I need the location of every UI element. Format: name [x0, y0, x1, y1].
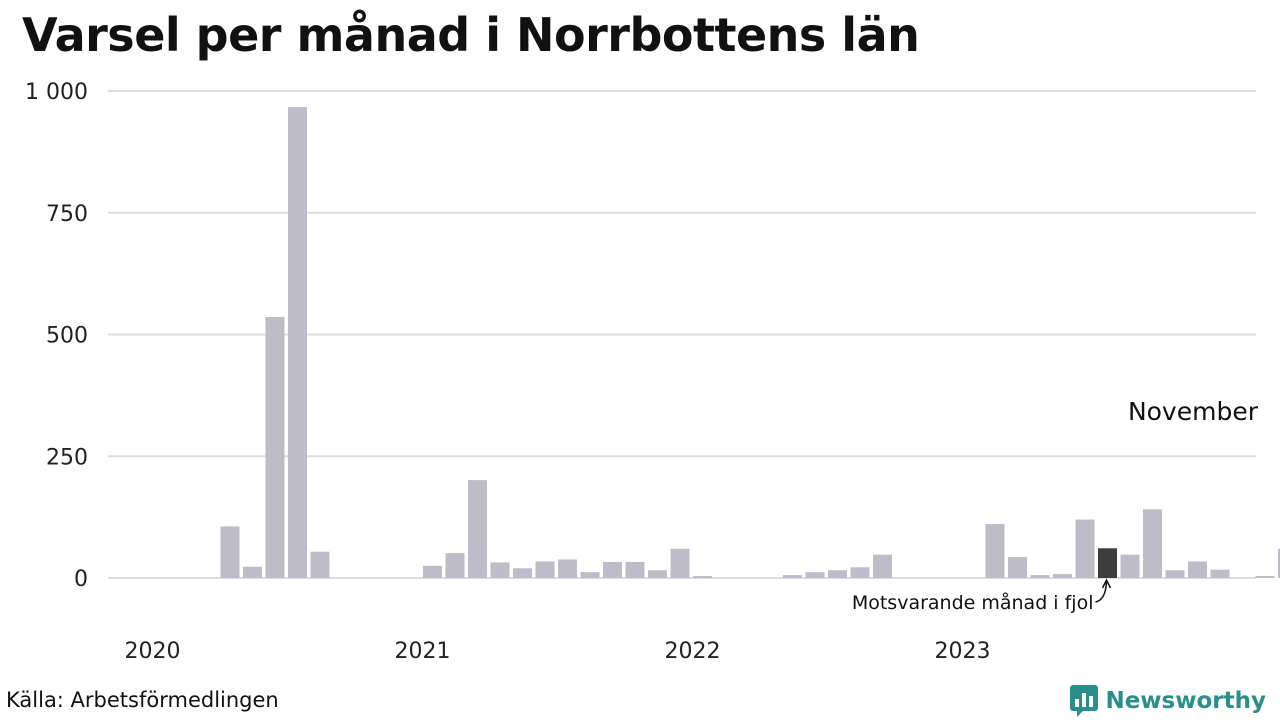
- brand-logo[interactable]: Newsworthy: [1069, 684, 1266, 718]
- bar: [1278, 548, 1280, 578]
- bar: [1165, 570, 1185, 578]
- annotation-arrowhead: [1101, 578, 1112, 589]
- current-month-label: November: [1128, 397, 1259, 426]
- chart-title: Varsel per månad i Norrbottens län: [22, 8, 920, 62]
- previous-year-label: Motsvarande månad i fjol: [852, 591, 1094, 614]
- x-tick-label: 2022: [665, 639, 721, 664]
- bar: [1053, 574, 1072, 578]
- bar: [1255, 576, 1275, 578]
- bar: [828, 570, 847, 578]
- y-tick-label: 250: [46, 445, 88, 470]
- bar: [513, 568, 532, 578]
- x-tick-label: 2020: [125, 639, 181, 664]
- bar: [873, 554, 892, 578]
- bar: [985, 523, 1005, 578]
- bar: [1143, 509, 1162, 578]
- bar: [648, 570, 667, 578]
- bar: [580, 572, 600, 578]
- bar: [783, 575, 802, 578]
- bar: [288, 107, 307, 579]
- bar: [1188, 561, 1207, 578]
- bar: [243, 566, 262, 578]
- bar: [603, 561, 622, 578]
- x-tick-label: 2021: [395, 639, 451, 664]
- y-tick-label: 500: [46, 324, 88, 349]
- source-note: Källa: Arbetsförmedlingen: [6, 688, 279, 712]
- bar: [1075, 519, 1095, 578]
- annotation-arrow: [1095, 581, 1108, 603]
- bar: [1008, 557, 1027, 578]
- bar: [1098, 548, 1117, 578]
- bar: [490, 562, 510, 578]
- y-tick-label: 750: [46, 202, 88, 227]
- newsworthy-logo-icon: [1070, 685, 1099, 717]
- x-tick-label: 2023: [935, 639, 991, 664]
- bar: [220, 526, 240, 578]
- bar: [1120, 554, 1140, 578]
- bar: [265, 316, 285, 578]
- bar: [670, 548, 690, 578]
- bar: [625, 561, 645, 578]
- bar: [423, 565, 442, 578]
- bar: [558, 559, 577, 578]
- bar: [445, 553, 465, 578]
- bar: [850, 567, 870, 578]
- bar: [1210, 569, 1230, 578]
- bar: [310, 551, 330, 578]
- bar: [535, 561, 555, 578]
- bar: [693, 576, 712, 578]
- bar: [468, 480, 487, 578]
- brand-name: Newsworthy: [1105, 688, 1266, 714]
- y-tick-label: 0: [74, 567, 88, 592]
- bar: [805, 572, 825, 578]
- y-tick-label: 1 000: [25, 80, 88, 105]
- bar: [1030, 575, 1050, 578]
